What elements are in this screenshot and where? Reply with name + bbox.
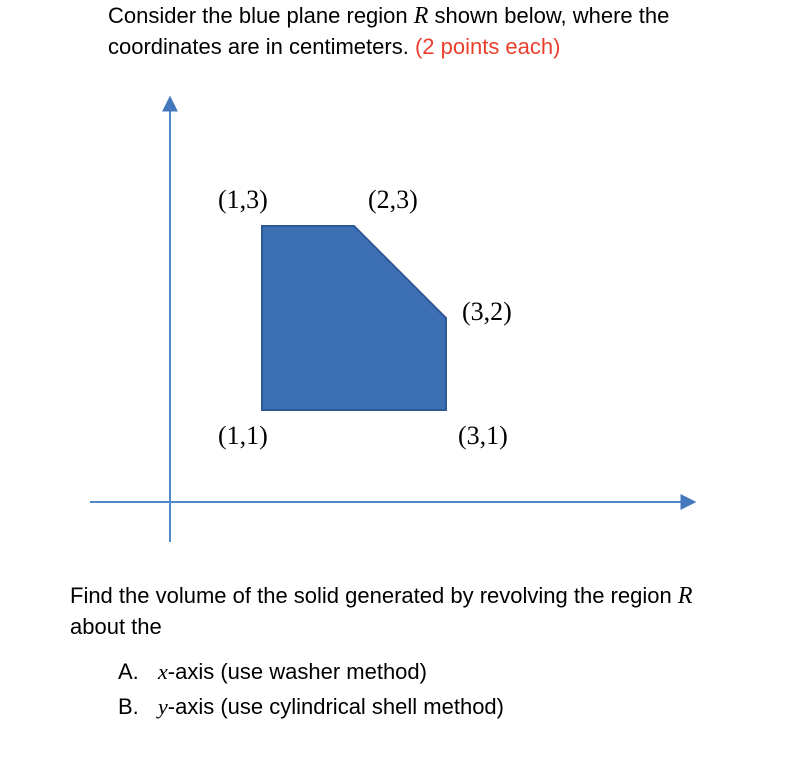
vertex-label: (3,1)	[458, 421, 508, 450]
option-a-letter: A.	[118, 654, 140, 689]
q2-region-symbol: R	[678, 583, 693, 609]
option-b-rest: -axis (use cylindrical shell method)	[168, 694, 504, 719]
option-a-text: x-axis (use washer method)	[158, 654, 427, 689]
option-b-var: y	[158, 694, 168, 719]
vertex-label: (1,1)	[218, 421, 268, 450]
vertex-label: (2,3)	[368, 185, 418, 214]
chart-svg: (1,3) (2,3) (3,2) (3,1) (1,1)	[80, 72, 720, 572]
q2-post: about the	[70, 614, 162, 639]
option-b-text: y-axis (use cylindrical shell method)	[158, 689, 504, 724]
options-list: A. x-axis (use washer method) B. y-axis …	[0, 642, 800, 724]
intro-pre: Consider the blue plane region	[108, 3, 414, 28]
option-a-var: x	[158, 659, 168, 684]
region-polygon	[262, 226, 446, 410]
vertex-label: (3,2)	[462, 297, 512, 326]
points-text: (2 points each)	[415, 34, 561, 59]
chart-axes-region: (1,3) (2,3) (3,2) (3,1) (1,1)	[80, 72, 720, 572]
option-b: B. y-axis (use cylindrical shell method)	[118, 689, 740, 724]
region-symbol: R	[414, 3, 429, 29]
option-a: A. x-axis (use washer method)	[118, 654, 740, 689]
question-2: Find the volume of the solid generated b…	[0, 572, 800, 642]
problem-statement: Consider the blue plane region R shown b…	[0, 0, 800, 62]
q2-pre: Find the volume of the solid generated b…	[70, 583, 678, 608]
option-b-letter: B.	[118, 689, 140, 724]
option-a-rest: -axis (use washer method)	[168, 659, 427, 684]
vertex-label: (1,3)	[218, 185, 268, 214]
